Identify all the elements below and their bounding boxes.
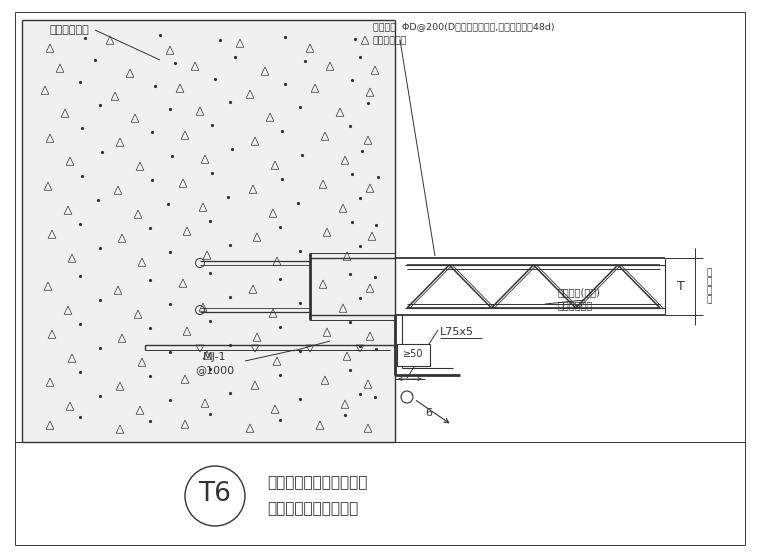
Text: L75x5: L75x5 <box>440 327 474 337</box>
Text: MJ-1: MJ-1 <box>203 352 226 362</box>
Text: 楼: 楼 <box>706 268 711 278</box>
Text: ≥50: ≥50 <box>404 349 424 359</box>
Text: T6: T6 <box>198 481 232 507</box>
Text: 厚: 厚 <box>706 287 711 296</box>
Text: 6: 6 <box>426 408 432 418</box>
Text: 核心筒剪力墙: 核心筒剪力墙 <box>50 25 90 35</box>
Text: 板: 板 <box>706 278 711 287</box>
Text: 钢筋桁架垂直于剪力墙: 钢筋桁架垂直于剪力墙 <box>267 502 358 516</box>
Text: @1000: @1000 <box>195 365 235 375</box>
Bar <box>397 344 430 366</box>
Text: 详结构施工图: 详结构施工图 <box>558 300 594 310</box>
Text: 楼承板与剪力墙连接节点: 楼承板与剪力墙连接节点 <box>267 475 367 491</box>
Text: 度: 度 <box>706 296 711 305</box>
Text: 拉锚钢筋  ΦD@200(D用钢筋桁架上弦,外伸长度满足48d): 拉锚钢筋 ΦD@200(D用钢筋桁架上弦,外伸长度满足48d) <box>373 22 555 31</box>
Text: 拉锚钢筋(如需): 拉锚钢筋(如需) <box>558 287 601 297</box>
Text: 详结构施工图: 详结构施工图 <box>373 36 407 45</box>
Text: T: T <box>677 280 685 293</box>
